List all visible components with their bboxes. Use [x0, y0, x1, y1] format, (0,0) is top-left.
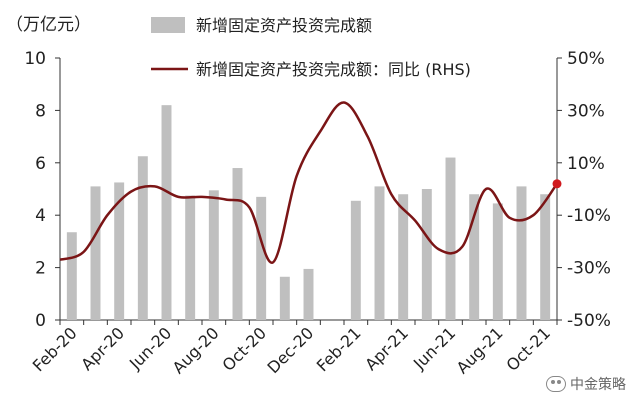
yoy-line: [59, 101, 559, 264]
left-tick-label: 0: [35, 311, 46, 331]
watermark-text: 中金策略: [570, 377, 626, 393]
legend-bar-label: 新增固定资产投资完成额: [196, 16, 372, 35]
x-tick-label: Feb-21: [313, 323, 365, 375]
bar: [114, 182, 125, 320]
bar: [445, 157, 456, 320]
x-tick-label: Apr-21: [361, 323, 412, 374]
x-tick-label: Apr-20: [77, 323, 128, 374]
bar: [161, 105, 172, 320]
x-tick-label: Oct-20: [219, 323, 270, 374]
right-tick-label: 50%: [567, 49, 605, 69]
bar: [256, 196, 267, 320]
x-tick-label: Jun-21: [409, 323, 459, 373]
bar: [398, 194, 409, 320]
right-tick-label: 10%: [567, 154, 605, 174]
bar: [232, 168, 243, 320]
right-tick-label: -50%: [567, 311, 611, 331]
left-tick-label: 4: [35, 206, 46, 226]
left-axis-unit-label: （万亿元）: [6, 15, 91, 35]
x-tick-label: Jun-20: [125, 323, 175, 373]
bar: [66, 232, 77, 320]
right-tick-label: -30%: [567, 259, 611, 279]
bar: [374, 186, 385, 320]
bar: [279, 276, 290, 320]
left-tick-label: 6: [35, 154, 46, 174]
legend-line-label: 新增固定资产投资完成额：同比 (RHS): [196, 60, 471, 79]
bar: [350, 200, 361, 320]
bar: [492, 203, 503, 320]
right-tick-label: -10%: [567, 206, 611, 226]
bar: [516, 186, 527, 320]
line-series: [59, 101, 562, 264]
bar: [421, 189, 432, 320]
left-tick-label: 10: [24, 49, 46, 69]
bar: [540, 194, 551, 320]
legend: 新增固定资产投资完成额 新增固定资产投资完成额：同比 (RHS): [151, 16, 471, 79]
x-tick-label: Dec-20: [264, 323, 318, 377]
last-point-marker: [552, 179, 562, 189]
left-tick-label: 2: [35, 259, 46, 279]
legend-bar-swatch: [151, 17, 185, 33]
bar: [208, 190, 219, 320]
x-tick-label: Aug-20: [169, 323, 223, 377]
watermark: 中金策略: [546, 374, 626, 394]
x-tick-label: Oct-21: [503, 323, 554, 374]
wechat-icon: [546, 376, 566, 392]
bar: [185, 195, 196, 320]
bar: [303, 268, 314, 320]
bar-series: [66, 105, 551, 320]
right-tick-label: 30%: [567, 101, 605, 121]
bar: [90, 186, 101, 320]
bar: [469, 194, 480, 320]
left-tick-label: 8: [35, 101, 46, 121]
x-tick-label: Feb-20: [29, 323, 81, 375]
x-tick-label: Aug-21: [453, 323, 507, 377]
bar: [137, 156, 148, 320]
